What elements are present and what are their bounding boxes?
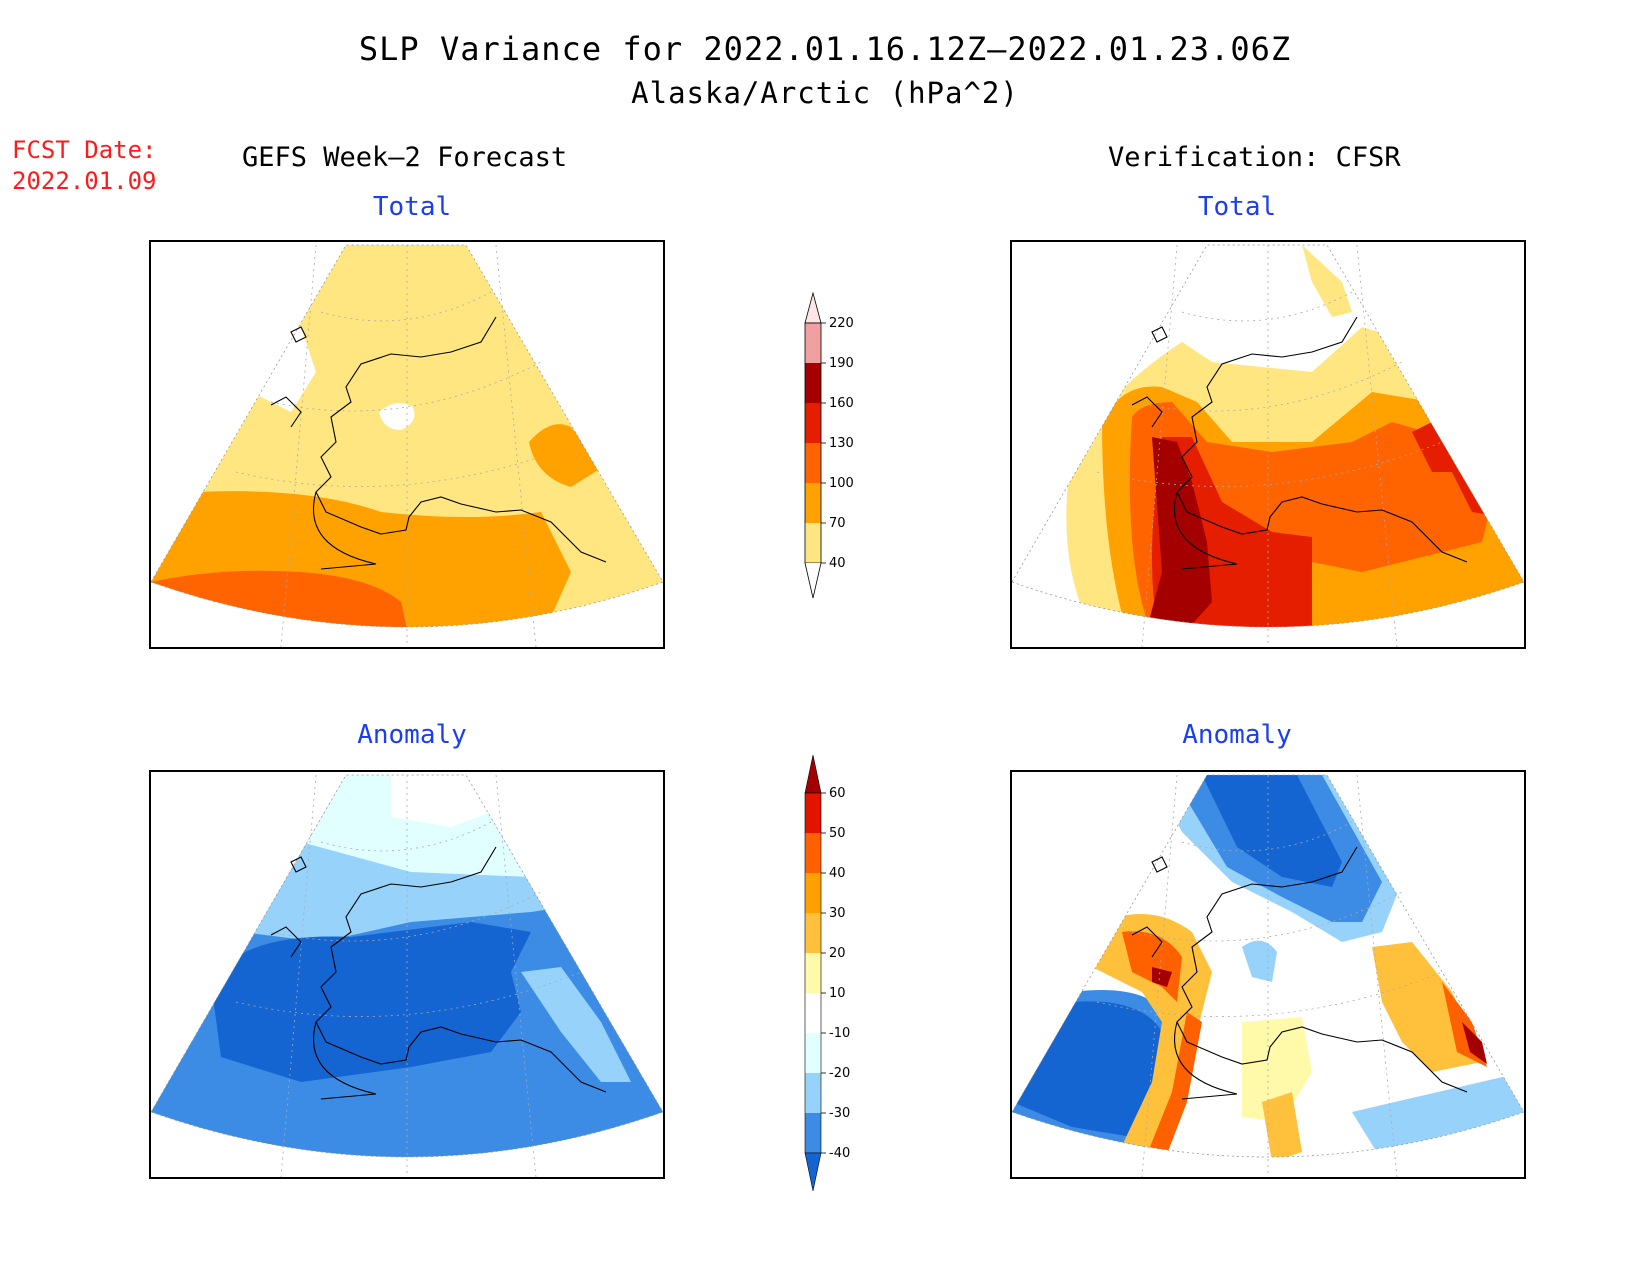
gefs-column-header: GEFS Week–2 Forecast <box>242 142 568 173</box>
colorbar-band <box>805 363 821 403</box>
cfsr-anomaly-fill-10-20 <box>1242 1017 1312 1122</box>
colorbar-tick-label: -30 <box>829 1106 850 1121</box>
colorbar-tick-label: 40 <box>829 556 846 571</box>
cfsr-anomaly-panel-title: Anomaly <box>1182 720 1292 750</box>
colorbar-band <box>805 913 821 953</box>
colorbar-band <box>805 1073 821 1113</box>
cfsr-total-fill-160-190 <box>1142 437 1212 627</box>
colorbar-tick-label: 60 <box>829 786 846 801</box>
gefs-anomaly-map <box>149 770 665 1179</box>
cfsr-anomaly-fill-below-minus40 <box>1202 775 1342 887</box>
colorbar-tick-label: -20 <box>829 1066 850 1081</box>
colorbar-band <box>805 953 821 993</box>
colorbar-band <box>805 323 821 363</box>
cfsr-total-panel-title: Total <box>1197 192 1277 222</box>
cfsr-total-map-boundary <box>1012 244 1524 628</box>
cfsr-total-map <box>1010 240 1526 649</box>
gefs-total-map <box>149 240 665 649</box>
cfsr-anomaly-map-boundary <box>1012 774 1524 1158</box>
colorbar-tick-label: 190 <box>829 356 854 371</box>
cfsr-total-fill-160-190 <box>1492 452 1512 522</box>
forecast-date-value: 2022.01.09 <box>12 167 157 195</box>
colorbar-tick-label: 100 <box>829 476 854 491</box>
cfsr-total-fill-40-70 <box>1302 245 1352 317</box>
colorbar-band <box>805 833 821 873</box>
cfsr-anomaly-fill-40-50 <box>1142 1012 1202 1157</box>
cfsr-anomaly-fill-above-60 <box>1462 1022 1487 1064</box>
forecast-date-label: FCST Date: <box>12 136 157 164</box>
total-colorbar: 40 70 100 130 160 190 220 <box>804 291 854 599</box>
colorbar-tick-label: 160 <box>829 396 854 411</box>
colorbar-tip-bottom <box>804 562 822 599</box>
gefs-total-graticule <box>235 244 582 647</box>
colorbar-tip-bottom <box>804 1152 822 1192</box>
cfsr-column-header: Verification: CFSR <box>1108 142 1401 173</box>
gefs-total-fill-70-100 <box>529 424 603 487</box>
colorbar-tick-label: 50 <box>829 826 846 841</box>
colorbar-tick-label: 40 <box>829 866 846 881</box>
cfsr-anomaly-fill-20-30 <box>1092 914 1212 1157</box>
colorbar-band <box>805 793 821 833</box>
gefs-total-coastline <box>270 316 607 570</box>
colorbar-band <box>805 443 821 483</box>
colorbar-tick-label: -10 <box>829 1026 850 1041</box>
cfsr-anomaly-fill-above-60 <box>1152 967 1172 987</box>
gefs-anomaly-coastline <box>270 846 607 1100</box>
colorbar-band <box>805 523 821 563</box>
colorbar-tick-label: 220 <box>829 316 854 331</box>
gefs-total-map-boundary <box>151 244 663 628</box>
gefs-total-fill-100-130 <box>151 570 411 627</box>
cfsr-anomaly-map <box>1010 770 1526 1179</box>
gefs-anomaly-map-boundary <box>151 774 663 1158</box>
gefs-anomaly-fill-below-minus40 <box>211 922 531 1082</box>
cfsr-total-coastline <box>1131 316 1468 570</box>
gefs-anomaly-panel-title: Anomaly <box>357 720 467 750</box>
colorbar-band <box>805 873 821 913</box>
colorbar-tip-top <box>804 291 822 324</box>
gefs-anomaly-graticule <box>235 774 582 1177</box>
colorbar-tip-top <box>804 754 822 794</box>
colorbar-band <box>805 1033 821 1073</box>
cfsr-anomaly-graticule <box>1096 774 1443 1177</box>
gefs-total-blank <box>379 403 415 430</box>
colorbar-tick-label: -40 <box>829 1146 850 1161</box>
colorbar-band <box>805 483 821 523</box>
chart-title: SLP Variance for 2022.01.16.12Z–2022.01.… <box>358 30 1292 68</box>
gefs-anomaly-fill-neutral <box>391 775 491 827</box>
cfsr-anomaly-fill-20-30 <box>1262 1092 1302 1157</box>
colorbar-band <box>805 403 821 443</box>
cfsr-total-fill-190-220 <box>1147 627 1172 647</box>
colorbar-tick-label: 20 <box>829 946 846 961</box>
colorbar-band <box>805 1113 821 1153</box>
colorbar-tick-label: 70 <box>829 516 846 531</box>
gefs-anomaly-fill-minus30-minus20 <box>521 967 631 1082</box>
cfsr-anomaly-coastline <box>1131 846 1468 1100</box>
cfsr-total-graticule <box>1096 244 1443 647</box>
colorbar-band <box>805 993 821 1033</box>
gefs-total-panel-title: Total <box>372 192 452 222</box>
anomaly-colorbar: -40 -30 -20 -10 10 20 30 40 50 60 <box>804 754 850 1192</box>
colorbar-tick-label: 130 <box>829 436 854 451</box>
chart-subtitle: Alaska/Arctic (hPa^2) <box>631 76 1019 110</box>
colorbar-tick-label: 30 <box>829 906 846 921</box>
colorbar-tick-label: 10 <box>829 986 846 1001</box>
